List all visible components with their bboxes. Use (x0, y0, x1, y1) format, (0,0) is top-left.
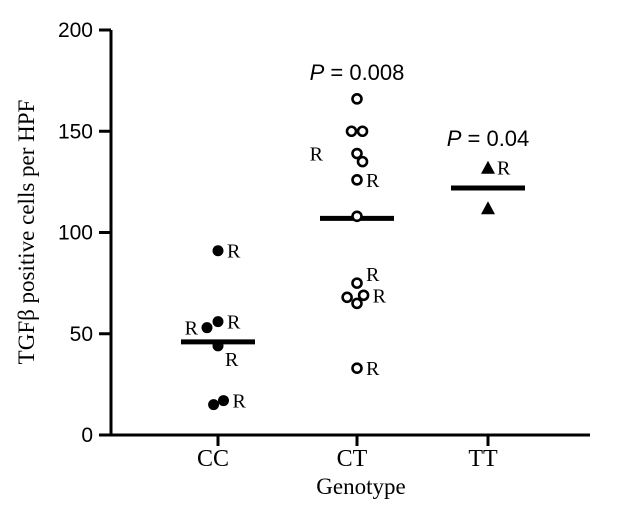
data-point (208, 399, 220, 411)
x-tick-label: TT (468, 446, 498, 472)
data-point (351, 297, 363, 310)
x-tick-label: CT (337, 446, 368, 472)
y-tick-label: 200 (58, 19, 93, 42)
data-point-label: R (233, 391, 247, 413)
data-point (351, 277, 363, 289)
y-tick-label: 50 (70, 323, 93, 346)
data-point (351, 93, 363, 105)
data-point (341, 291, 353, 304)
data-point (357, 289, 370, 302)
axes: 0 50 100 150 200 CC CT TT (58, 19, 590, 472)
data-point-label: R (227, 241, 241, 263)
y-tick-label: 0 (81, 424, 93, 447)
data-point-label: R (373, 285, 387, 307)
data-point-label: R (366, 170, 380, 192)
data-point (212, 340, 224, 352)
p-value-annotation: P = 0.04 (447, 126, 530, 151)
data-point (212, 316, 224, 328)
y-tick-label: 150 (58, 120, 93, 143)
data-point-label: R (185, 318, 199, 340)
data-point (351, 362, 363, 374)
data-point-label: R (310, 144, 324, 166)
data-point (212, 245, 224, 257)
y-tick-label: 100 (58, 222, 93, 245)
data-point-label: R (225, 349, 239, 371)
data-point-label: R (227, 312, 241, 334)
data-point (351, 147, 363, 160)
data-point (481, 201, 495, 215)
data-point (201, 322, 213, 334)
data-point (356, 125, 369, 138)
data-point (351, 174, 363, 186)
x-axis-label: Genotype (316, 474, 405, 499)
x-tick-label: CC (197, 446, 229, 472)
data-point (481, 160, 495, 174)
data-point-label: R (497, 158, 511, 180)
data-point (351, 210, 363, 223)
p-value-annotation: P = 0.008 (310, 60, 405, 85)
data-point-label: R (366, 264, 380, 286)
data-point (345, 125, 358, 138)
data-point (356, 155, 369, 168)
data-point (218, 395, 229, 407)
data-point-label: R (366, 358, 380, 380)
y-axis-label: TGFβ positive cells per HPF (14, 100, 39, 365)
